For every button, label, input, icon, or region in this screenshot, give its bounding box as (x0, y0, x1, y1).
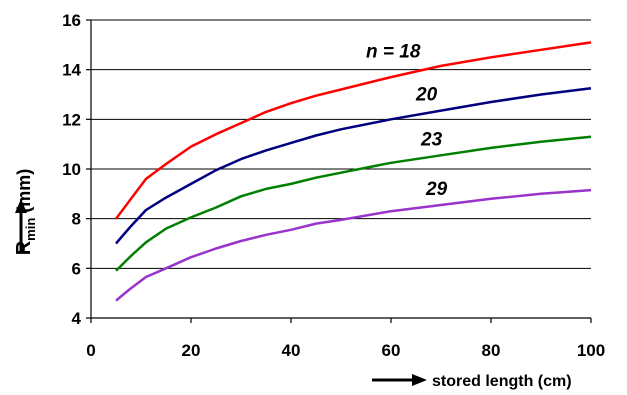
grid-lines (91, 19, 591, 269)
x-tick-label-20: 20 (182, 341, 201, 360)
x-tick-label-0: 0 (86, 341, 95, 360)
tick-labels: 4 6 8 10 12 14 16 0 20 40 60 80 100 (62, 11, 605, 360)
x-axis-label: stored length (cm) (432, 373, 572, 390)
series-line-2 (115, 87, 592, 245)
axes (86, 19, 592, 323)
series-annotation-3: 23 (420, 129, 443, 150)
y-axis-label-sub: min (23, 218, 38, 241)
y-axis-arrow (15, 199, 27, 252)
y-tick-label-14: 14 (62, 61, 81, 80)
y-axis-label-main: R (13, 240, 35, 255)
x-tick-label-60: 60 (382, 341, 401, 360)
series-line-3 (115, 135, 592, 272)
y-tick-label-16: 16 (62, 11, 81, 30)
x-tick-label-40: 40 (282, 341, 301, 360)
y-tick-label-8: 8 (72, 210, 81, 229)
series-annotation-1: n = 18 (366, 41, 421, 62)
x-axis-arrow (372, 374, 427, 386)
series-annotation-4: 29 (425, 179, 448, 200)
x-tick-label-80: 80 (482, 341, 501, 360)
series-line-4 (115, 188, 592, 302)
y-tick-label-12: 12 (62, 110, 81, 129)
y-tick-label-10: 10 (62, 160, 81, 179)
series-annotations: n = 18 20 23 29 (366, 41, 448, 200)
x-tick-label-100: 100 (577, 341, 605, 360)
y-tick-label-6: 6 (72, 259, 81, 278)
series-line-1 (115, 41, 592, 220)
y-tick-label-4: 4 (72, 309, 82, 328)
series-annotation-2: 20 (415, 85, 438, 106)
series-group (115, 41, 592, 302)
